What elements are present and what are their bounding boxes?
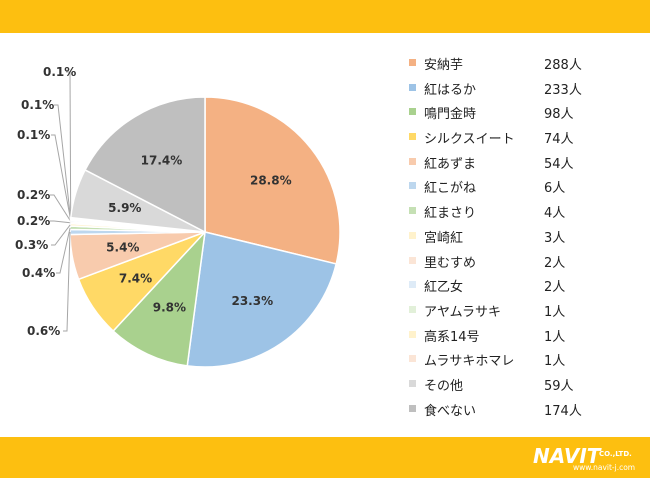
logo-url: www.navit-j.com <box>573 463 636 472</box>
legend-count: 2人 <box>544 255 566 271</box>
legend-item: 里むすめ 2人 <box>409 249 639 274</box>
legend-count: 6人 <box>544 181 566 197</box>
legend-count: 288人 <box>544 58 582 73</box>
legend-swatch <box>409 231 416 239</box>
legend-label: その他 <box>424 378 464 394</box>
legend-swatch <box>409 379 416 387</box>
pie-slice <box>186 231 338 368</box>
legend-count: 74人 <box>544 132 574 148</box>
leader-line <box>63 231 71 332</box>
leader-line <box>51 134 72 220</box>
legend-count: 1人 <box>544 304 566 320</box>
legend-item: ムラサキホマレ 1人 <box>409 347 639 372</box>
slice-percent-callout: 0.6% <box>27 324 60 338</box>
legend-swatch <box>409 330 416 338</box>
slice-percent-callout: 0.1% <box>43 65 76 79</box>
slice-percent-label: 7.4% <box>119 272 152 286</box>
navit-logo: NAVIT CO.,LTD. www.navit-j.com <box>531 444 646 474</box>
legend-label: 里むすめ <box>424 255 477 271</box>
legend-label: アヤムラサキ <box>424 304 501 320</box>
leader-line <box>50 194 71 222</box>
logo-name: NAVIT <box>533 444 601 468</box>
slice-percent-label: 9.8% <box>153 301 186 315</box>
legend-swatch <box>409 281 416 289</box>
legend-count: 98人 <box>544 107 574 123</box>
legend-label: 紅乙女 <box>424 280 464 296</box>
legend-swatch <box>409 157 416 165</box>
legend-label: 安納芋 <box>424 58 464 73</box>
legend-label: ムラサキホマレ <box>424 354 515 370</box>
slice-percent-callout: 0.2% <box>17 214 50 228</box>
legend-item: 食べない 174人 <box>409 397 639 422</box>
legend-item: アヤムラサキ 1人 <box>409 298 639 323</box>
legend-swatch <box>409 207 416 215</box>
leader-line <box>56 227 71 274</box>
slice-percent-callout: 0.2% <box>17 188 50 202</box>
legend-item: 紅乙女 2人 <box>409 273 639 298</box>
legend-item: 紅こがね 6人 <box>409 174 639 199</box>
legend-swatch <box>409 83 416 91</box>
legend-count: 3人 <box>544 230 566 246</box>
pie-chart: 28.8% 23.3% 9.8% 7.4% 5.4% 0.6% 0.4% 0.3% 0.2% 0.… <box>15 65 341 368</box>
legend-item: 宮崎紅 3人 <box>409 224 639 249</box>
legend-swatch <box>409 108 416 116</box>
legend-count: 59人 <box>544 378 574 394</box>
legend-swatch <box>409 59 416 66</box>
legend-label: 紅こがね <box>424 181 477 197</box>
slice-percent-label: 5.9% <box>108 201 141 215</box>
legend-label: 宮崎紅 <box>424 230 464 246</box>
leader-line <box>51 224 71 246</box>
legend-swatch <box>409 256 416 264</box>
legend-item: 鳴門金時 98人 <box>409 100 639 125</box>
legend-count: 1人 <box>544 354 566 370</box>
pie-slice <box>112 229 207 367</box>
legend-count: 174人 <box>544 403 582 419</box>
slice-percent-label: 23.3% <box>231 294 273 308</box>
legend-count: 1人 <box>544 329 566 345</box>
legend-swatch <box>409 305 416 313</box>
legend-count: 54人 <box>544 156 574 172</box>
legend-item: 高系14号 1人 <box>409 323 639 348</box>
legend-item: 紅まさり 4人 <box>409 199 639 224</box>
slice-percent-callout: 0.1% <box>21 98 54 112</box>
legend-count: 2人 <box>544 280 566 296</box>
legend-count: 4人 <box>544 206 566 222</box>
leader-line <box>54 104 72 219</box>
legend-swatch <box>409 404 416 412</box>
legend-label: 食べない <box>424 403 477 419</box>
legend-swatch <box>409 182 416 190</box>
leader-line <box>50 220 71 224</box>
legend-label: 鳴門金時 <box>424 107 477 123</box>
legend-label: 紅あずま <box>424 156 477 172</box>
logo-suffix: CO.,LTD. <box>599 450 632 458</box>
legend-label: 紅まさり <box>424 206 477 222</box>
legend-label: 紅はるか <box>424 82 477 98</box>
legend-label: シルクスイート <box>424 132 515 148</box>
slice-percent-label: 28.8% <box>250 173 292 187</box>
pie-slice <box>84 96 206 234</box>
legend-item: 紅はるか 233人 <box>409 76 639 101</box>
top-banner <box>0 0 650 33</box>
legend-label: 高系14号 <box>424 329 480 345</box>
legend-swatch <box>409 355 416 363</box>
slice-percent-callout: 0.1% <box>17 128 50 142</box>
bottom-banner <box>0 437 650 478</box>
legend-item: 安納芋 288人 <box>409 51 639 76</box>
legend-item: その他 59人 <box>409 372 639 397</box>
slice-percent-callout: 0.4% <box>22 266 55 280</box>
leader-line <box>66 71 72 219</box>
legend-swatch <box>409 133 416 141</box>
slice-percent-label: 5.4% <box>106 241 139 255</box>
legend-count: 233人 <box>544 82 582 98</box>
slice-percent-label: 17.4% <box>141 154 183 168</box>
legend-item: シルクスイート 74人 <box>409 125 639 150</box>
slice-percent-callout: 0.3% <box>15 238 48 252</box>
chart-legend: 安納芋 288人 紅はるか 233人 鳴門金時 98人 シルクスイート 74人 紅あずま 54人紅… <box>409 51 639 421</box>
legend-item: 紅あずま 54人 <box>409 150 639 175</box>
pie-slice <box>204 96 341 265</box>
